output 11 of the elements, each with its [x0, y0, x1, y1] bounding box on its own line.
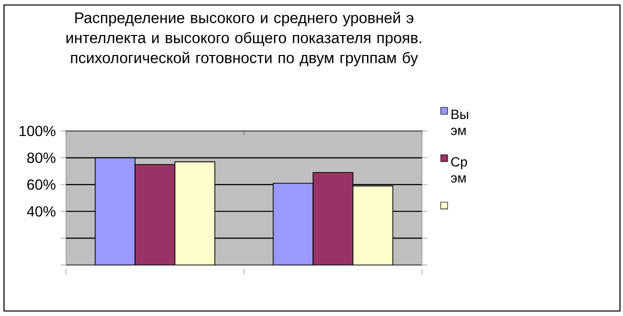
bar [134, 164, 176, 265]
y-tick-label: 40% [26, 206, 56, 217]
y-tick-label: 60% [27, 179, 56, 190]
bar [94, 157, 136, 265]
bar [272, 182, 314, 265]
y-tick-label: 80% [27, 152, 56, 163]
y-tick-label: 100% [20, 126, 56, 136]
chart-title: Распределение высокого и среднего уровней э интеллекта и высокого общего показателя прояв. психологической готовности по двум группам бу [66, 12, 422, 66]
legend-label: Вы эм [450, 110, 468, 136]
legend-label: Ср эм [450, 157, 468, 183]
bar [312, 172, 354, 265]
